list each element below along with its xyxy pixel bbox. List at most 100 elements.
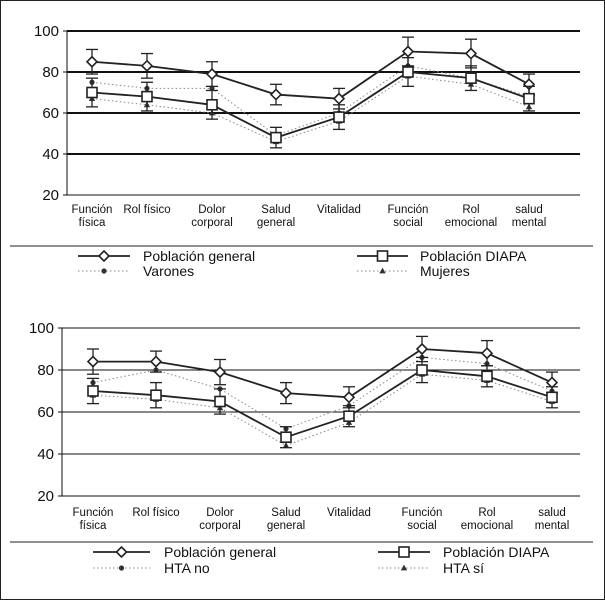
series-line-hta-si — [92, 373, 553, 447]
y-tick-label-40: 40 — [42, 146, 59, 163]
point-poblacion-diapa — [481, 370, 493, 383]
series-line-mujeres — [91, 75, 530, 143]
x-tick-label-rol-emocional: Rol — [462, 204, 479, 216]
y-tick-label-80: 80 — [42, 64, 59, 81]
point-poblacion-general — [279, 386, 293, 400]
x-tick-label-funcion-social: social — [393, 217, 422, 229]
x-tick-label-rol-emocional: Rol — [478, 507, 495, 519]
legend-label-mujeres: Mujeres — [420, 263, 470, 279]
legend: Población general Población DIAPA HTA no HT… — [10, 541, 593, 576]
series-line-varones — [91, 65, 530, 137]
y-tick-label-80: 80 — [37, 362, 54, 379]
point-poblacion-diapa — [343, 410, 355, 423]
legend-marker-mujeres — [379, 267, 386, 274]
x-tick-label-rol-fisico: Rol físico — [132, 507, 179, 519]
point-poblacion-general — [213, 365, 227, 379]
point-poblacion-diapa — [270, 131, 282, 144]
legend-marker-poblacion-diapa — [376, 250, 389, 262]
x-tick-label-salud-mental: salud — [538, 507, 566, 519]
x-tick-label-funcion-fisica: Función — [73, 507, 114, 519]
point-poblacion-general — [480, 347, 494, 360]
y-tick-label-100: 100 — [34, 23, 59, 40]
point-poblacion-diapa — [141, 90, 153, 103]
point-poblacion-general — [342, 391, 356, 404]
point-poblacion-diapa — [333, 111, 345, 123]
x-tick-label-rol-emocional: emocional — [461, 520, 513, 532]
x-tick-label-funcion-social: Función — [388, 204, 429, 216]
point-poblacion-diapa — [546, 391, 558, 404]
legend-marker-poblacion-general — [97, 249, 111, 263]
x-tick-label-dolor-corporal: corporal — [199, 520, 241, 532]
point-poblacion-diapa — [402, 66, 414, 78]
legend-marker-varones — [101, 268, 107, 274]
x-tick-label-funcion-social: Función — [402, 507, 443, 519]
x-tick-label-salud-general: general — [257, 217, 295, 229]
point-poblacion-general — [269, 88, 283, 101]
point-poblacion-diapa — [86, 86, 98, 99]
x-tick-label-salud-mental: mental — [512, 217, 547, 229]
point-poblacion-general — [415, 342, 429, 356]
legend-label-poblacion-diapa: Población DIAPA — [420, 248, 527, 264]
y-tick-label-40: 40 — [37, 446, 54, 463]
x-tick-label-dolor-corporal: corporal — [191, 217, 233, 229]
x-tick-label-salud-mental: salud — [515, 204, 543, 216]
point-poblacion-diapa — [523, 92, 535, 105]
point-poblacion-general — [401, 45, 415, 58]
point-poblacion-general — [545, 376, 559, 389]
series-line-poblacion-diapa — [92, 369, 553, 439]
legend-marker-hta-no — [118, 565, 125, 571]
y-tick-label-20: 20 — [37, 488, 54, 505]
x-tick-label-salud-general: general — [267, 520, 305, 532]
x-tick-label-salud-mental: mental — [535, 520, 570, 532]
y-tick-label-20: 20 — [42, 187, 59, 204]
point-poblacion-general — [149, 355, 163, 368]
legend-marker-poblacion-diapa — [398, 546, 410, 558]
x-tick-label-funcion-fisica: Función — [72, 204, 113, 216]
x-tick-label-funcion-social: social — [407, 520, 436, 532]
series-poblacion-diapa — [86, 57, 535, 149]
legend-label-poblacion-general: Población general — [164, 544, 276, 560]
point-poblacion-diapa — [206, 99, 218, 111]
x-tick-label-salud-general: Salud — [271, 507, 300, 519]
y-tick-label-60: 60 — [37, 404, 54, 421]
x-tick-label-salud-general: Salud — [261, 204, 290, 216]
point-poblacion-general — [464, 47, 478, 60]
x-tick-label-vitalidad: Vitalidad — [317, 204, 361, 216]
legend-label-poblacion-diapa: Población DIAPA — [443, 544, 550, 560]
legend: Población general Población DIAPA Varones M… — [10, 245, 593, 279]
legend-marker-poblacion-general — [115, 545, 128, 559]
point-poblacion-diapa — [280, 431, 292, 444]
point-poblacion-general — [140, 59, 154, 72]
legend-marker-hta-si — [400, 564, 408, 571]
x-tick-label-funcion-fisica: física — [79, 217, 106, 229]
point-poblacion-diapa — [465, 72, 477, 84]
point-poblacion-general — [205, 67, 219, 81]
series-line-hta-no — [92, 356, 553, 430]
series-poblacion-general — [86, 335, 559, 409]
point-poblacion-diapa — [416, 364, 428, 376]
series-line-poblacion-general — [91, 50, 530, 100]
legend-label-hta-no: HTA no — [164, 560, 210, 576]
point-poblacion-diapa — [214, 395, 226, 408]
legend-label-hta-si: HTA sí — [443, 560, 484, 576]
point-poblacion-general — [85, 55, 99, 68]
point-poblacion-diapa — [150, 389, 162, 402]
point-poblacion-diapa — [87, 385, 99, 397]
legend-label-varones: Varones — [143, 263, 194, 279]
y-tick-label-60: 60 — [42, 105, 59, 122]
x-tick-label-vitalidad: Vitalidad — [327, 507, 371, 519]
series-line-poblacion-diapa — [91, 71, 530, 139]
y-tick-label-100: 100 — [29, 320, 54, 337]
point-varones — [209, 85, 215, 91]
series-line-poblacion-general — [93, 348, 553, 399]
x-tick-label-dolor-corporal: Dolor — [206, 507, 234, 519]
x-tick-label-rol-fisico: Rol físico — [123, 204, 170, 216]
series-poblacion-diapa — [87, 356, 558, 449]
x-tick-label-funcion-fisica: física — [80, 520, 107, 532]
x-tick-label-rol-emocional: emocional — [445, 217, 497, 229]
point-poblacion-general — [86, 355, 100, 368]
legend-label-poblacion-general: Población general — [143, 248, 255, 264]
